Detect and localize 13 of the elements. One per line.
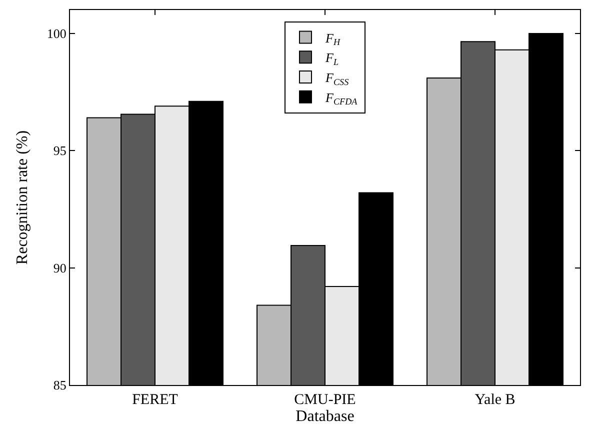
legend-label: F$_{L}$ — [324, 50, 339, 67]
legend-label: F$_{CFDA}$ — [324, 90, 358, 107]
x-axis-title: Database — [296, 408, 354, 425]
x-tick-label: CMU-PIE — [294, 392, 356, 408]
y-axis-title: Recognition rate (%) — [14, 130, 31, 265]
x-tick-label: FERET — [132, 392, 178, 408]
legend-label: F$_{H}$ — [324, 30, 340, 47]
y-tick-label: 85 — [53, 378, 66, 393]
legend-label: F$_{CSS}$ — [324, 70, 350, 87]
y-tick-label: 95 — [53, 143, 66, 158]
y-tick-label: 90 — [53, 260, 66, 276]
y-tick-label: 100 — [46, 26, 66, 41]
x-tick-label: Yale B — [474, 392, 516, 408]
